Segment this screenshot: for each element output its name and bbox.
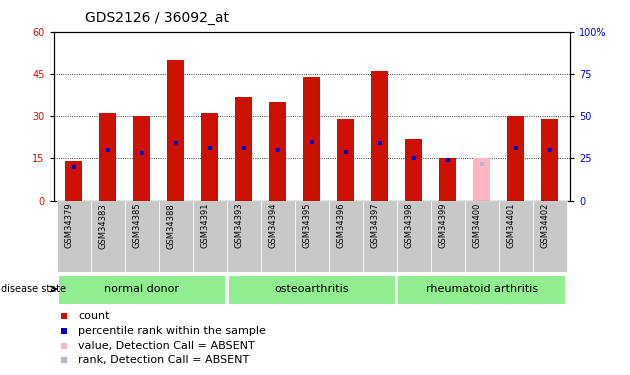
Bar [541, 119, 558, 201]
Text: GSM34396: GSM34396 [337, 203, 346, 248]
Text: GSM34379: GSM34379 [65, 203, 74, 248]
Point [59, 328, 69, 334]
Bar [193, 201, 227, 272]
Point [137, 150, 147, 156]
Bar [270, 102, 287, 201]
Bar [363, 201, 397, 272]
Bar [397, 201, 431, 272]
Text: rheumatoid arthritis: rheumatoid arthritis [426, 284, 538, 294]
Bar [91, 201, 125, 272]
Text: value, Detection Call = ABSENT: value, Detection Call = ABSENT [78, 340, 255, 351]
Point [307, 139, 317, 145]
Bar [66, 161, 83, 201]
Point [59, 343, 69, 349]
Bar [295, 201, 329, 272]
Text: count: count [78, 311, 110, 321]
Point [59, 357, 69, 363]
Point [545, 147, 555, 153]
Text: normal donor: normal donor [105, 284, 180, 294]
Bar [261, 201, 295, 272]
Text: disease state: disease state [1, 284, 66, 294]
Text: GSM34398: GSM34398 [405, 203, 414, 248]
Point [477, 160, 487, 166]
Bar [431, 201, 465, 272]
Text: GSM34391: GSM34391 [201, 203, 210, 248]
Bar [227, 201, 261, 272]
Bar [125, 201, 159, 272]
Text: GSM34383: GSM34383 [99, 203, 108, 249]
Point [69, 164, 79, 170]
Text: osteoarthritis: osteoarthritis [275, 284, 349, 294]
Bar [337, 119, 354, 201]
Point [239, 146, 249, 152]
Point [273, 147, 283, 153]
Text: rank, Detection Call = ABSENT: rank, Detection Call = ABSENT [78, 355, 249, 365]
Text: GSM34395: GSM34395 [303, 203, 312, 248]
Point [511, 146, 521, 152]
Text: GSM34401: GSM34401 [507, 203, 516, 248]
Point [409, 155, 419, 161]
Bar [533, 201, 567, 272]
Bar [439, 158, 456, 201]
Bar [57, 201, 91, 272]
FancyBboxPatch shape [398, 275, 566, 304]
Text: GSM34394: GSM34394 [269, 203, 278, 248]
Text: GSM34388: GSM34388 [167, 203, 176, 249]
Bar [465, 201, 499, 272]
Point [375, 140, 385, 146]
Point [59, 313, 69, 319]
FancyBboxPatch shape [227, 275, 396, 304]
Bar [405, 139, 422, 201]
Bar [159, 201, 193, 272]
Bar [168, 60, 185, 201]
Text: GSM34399: GSM34399 [439, 203, 448, 248]
Bar [473, 158, 490, 201]
Text: GSM34402: GSM34402 [541, 203, 550, 248]
Text: percentile rank within the sample: percentile rank within the sample [78, 326, 266, 336]
Point [341, 148, 351, 154]
Bar [236, 97, 253, 201]
Text: GSM34393: GSM34393 [235, 203, 244, 248]
Text: GSM34400: GSM34400 [472, 203, 482, 248]
Bar [100, 113, 117, 201]
Text: GSM34397: GSM34397 [371, 203, 380, 248]
Text: GSM34385: GSM34385 [133, 203, 142, 248]
Point [103, 147, 113, 153]
Text: GDS2126 / 36092_at: GDS2126 / 36092_at [85, 11, 229, 25]
FancyBboxPatch shape [57, 275, 226, 304]
Bar [304, 77, 320, 201]
Bar [507, 116, 524, 201]
Bar [202, 113, 219, 201]
Bar [329, 201, 363, 272]
Bar [499, 201, 533, 272]
Bar [371, 71, 388, 201]
Point [443, 157, 453, 163]
Point [171, 140, 181, 146]
Bar [134, 116, 151, 201]
Point [205, 146, 215, 152]
